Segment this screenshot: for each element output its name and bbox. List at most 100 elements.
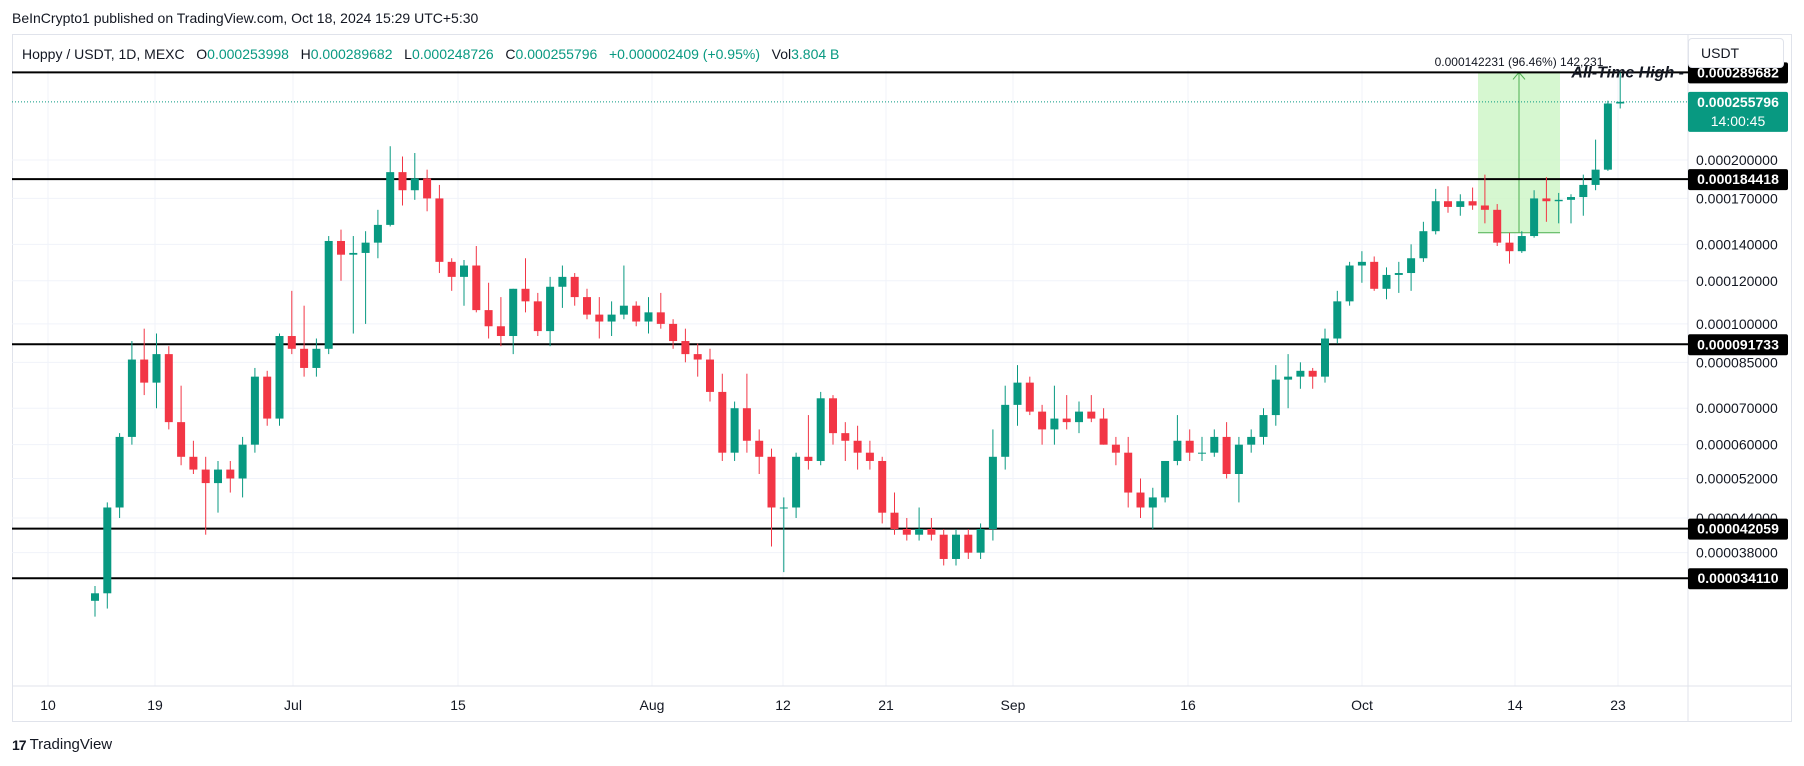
candle-body[interactable] [1308, 370, 1317, 377]
candle-body[interactable] [1099, 418, 1108, 445]
candle-body[interactable] [1025, 382, 1034, 412]
candle-body[interactable] [1284, 376, 1293, 380]
candle-body[interactable] [792, 456, 801, 508]
candle-body[interactable] [619, 305, 628, 315]
candle-body[interactable] [509, 288, 518, 337]
candle-body[interactable] [878, 460, 887, 513]
candle-body[interactable] [570, 276, 579, 298]
candle-body[interactable] [1468, 201, 1477, 206]
candle-body[interactable] [681, 341, 690, 355]
candle-body[interactable] [1259, 415, 1268, 437]
candle-body[interactable] [964, 534, 973, 553]
candle-body[interactable] [1321, 338, 1329, 377]
candle-body[interactable] [275, 336, 284, 419]
candle-body[interactable] [115, 436, 124, 508]
candle-body[interactable] [1333, 301, 1342, 339]
candle-body[interactable] [214, 469, 222, 484]
candle-body[interactable] [988, 456, 997, 529]
candle-body[interactable] [1001, 404, 1010, 457]
candle-body[interactable] [546, 286, 555, 332]
candle-body[interactable] [398, 172, 407, 191]
symbol-name[interactable]: Hoppy / USDT, 1D, MEXC [22, 46, 185, 62]
candle-body[interactable] [349, 252, 358, 255]
candle-body[interactable] [533, 301, 542, 332]
candle-body[interactable] [361, 242, 370, 253]
candle-body[interactable] [742, 408, 751, 441]
candle-body[interactable] [952, 534, 960, 559]
candle-body[interactable] [324, 240, 333, 349]
candle-body[interactable] [484, 310, 493, 327]
candle-body[interactable] [632, 305, 641, 322]
candle-body[interactable] [410, 178, 419, 191]
candle-body[interactable] [804, 456, 813, 461]
candle-body[interactable] [1616, 101, 1625, 104]
candle-body[interactable] [460, 265, 468, 277]
candle-body[interactable] [1505, 242, 1514, 252]
candle-body[interactable] [1591, 169, 1600, 185]
candle-body[interactable] [189, 456, 198, 470]
candle-body[interactable] [1444, 201, 1452, 207]
candle-body[interactable] [915, 528, 924, 535]
candle-body[interactable] [1579, 184, 1588, 198]
candle-body[interactable] [1210, 436, 1219, 453]
candle-body[interactable] [1111, 444, 1120, 453]
candle-body[interactable] [177, 422, 186, 457]
candle-body[interactable] [1185, 440, 1194, 453]
candle-body[interactable] [1530, 198, 1539, 237]
currency-button[interactable]: USDT [1688, 38, 1784, 68]
candle-body[interactable] [1407, 258, 1416, 274]
candle-body[interactable] [1456, 201, 1465, 207]
candle-body[interactable] [902, 528, 911, 535]
candle-body[interactable] [656, 312, 665, 324]
candle-body[interactable] [1173, 440, 1182, 461]
candle-body[interactable] [865, 452, 874, 461]
candle-body[interactable] [1345, 265, 1354, 302]
candle-body[interactable] [730, 408, 739, 453]
candle-body[interactable] [1050, 418, 1059, 430]
candle-body[interactable] [1013, 382, 1022, 405]
candle-body[interactable] [755, 440, 764, 457]
candle-body[interactable] [644, 312, 653, 322]
candle-body[interactable] [1517, 236, 1526, 252]
tradingview-footer[interactable]: 17 TradingView [12, 736, 112, 753]
candle-body[interactable] [201, 469, 210, 484]
candle-body[interactable] [250, 376, 259, 445]
candle-body[interactable] [287, 336, 296, 349]
candle-body[interactable] [1038, 411, 1047, 430]
candle-body[interactable] [1247, 436, 1256, 445]
candle-body[interactable] [1382, 274, 1391, 289]
candle-body[interactable] [829, 398, 837, 434]
candle-body[interactable] [1357, 261, 1366, 266]
candle-body[interactable] [583, 297, 591, 315]
candle-body[interactable] [1370, 261, 1379, 289]
candle-body[interactable] [939, 534, 948, 559]
candle-body[interactable] [373, 224, 382, 243]
candle-body[interactable] [1567, 197, 1575, 200]
candle-body[interactable] [718, 391, 727, 453]
candle-body[interactable] [669, 323, 678, 342]
candle-body[interactable] [607, 314, 616, 322]
candle-body[interactable] [841, 433, 850, 441]
candle-body[interactable] [312, 348, 321, 368]
candle-body[interactable] [496, 326, 505, 337]
candle-body[interactable] [435, 198, 444, 262]
candle-body[interactable] [1419, 231, 1428, 259]
candle-body[interactable] [693, 354, 702, 360]
candle-body[interactable] [1603, 103, 1612, 170]
candle-body[interactable] [1087, 411, 1096, 419]
candle-body[interactable] [1075, 411, 1083, 423]
candle-body[interactable] [472, 265, 481, 311]
candle-body[interactable] [521, 288, 530, 302]
candle-body[interactable] [238, 444, 247, 479]
candle-body[interactable] [1198, 452, 1206, 454]
candle-body[interactable] [853, 440, 862, 453]
candle-body[interactable] [927, 528, 936, 535]
candle-body[interactable] [140, 359, 149, 383]
candle-body[interactable] [423, 178, 432, 199]
candle-body[interactable] [1124, 452, 1133, 493]
candle-body[interactable] [1542, 198, 1551, 202]
candle-body[interactable] [1394, 273, 1403, 275]
candle-body[interactable] [164, 354, 173, 423]
candle-body[interactable] [816, 398, 825, 461]
